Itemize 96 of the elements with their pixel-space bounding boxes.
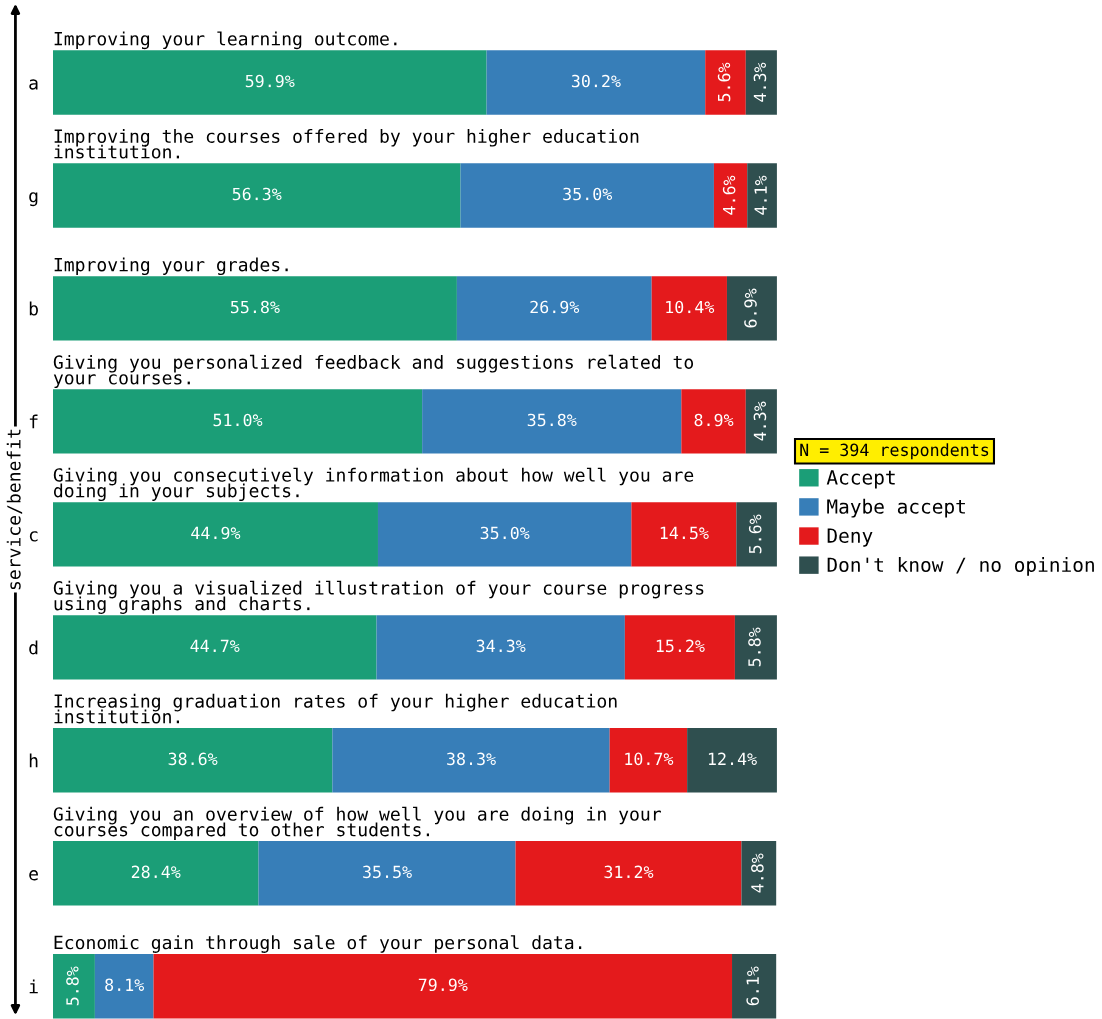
bar: [609, 728, 688, 793]
bar: [376, 615, 625, 680]
bar: [651, 276, 727, 341]
data-label: 28.4%: [131, 865, 181, 879]
legend-title: N = 394 respondents: [800, 443, 989, 460]
bar: [377, 502, 632, 567]
data-label: 4.3%: [753, 62, 767, 102]
bar: [736, 502, 777, 567]
bar: [52, 276, 457, 341]
data-label: 44.9%: [191, 526, 241, 540]
data-label: 10.4%: [666, 300, 715, 314]
data-label: 14.5%: [660, 526, 709, 540]
y-tick-label: a: [29, 79, 38, 90]
data-label: 56.3%: [232, 187, 282, 201]
bar: [745, 50, 777, 115]
bar: [705, 50, 746, 115]
bar: [52, 389, 423, 454]
bar: [52, 50, 487, 115]
data-label: 35.5%: [363, 865, 412, 879]
bar: [460, 163, 714, 228]
y-tick-label: d: [29, 640, 38, 655]
data-label: 10.7%: [625, 752, 674, 766]
annotation: Improving the courses offered by your higher education institution.: [54, 129, 639, 159]
bar: [687, 728, 777, 793]
y-tick-label: i: [29, 979, 38, 994]
data-label: 51.0%: [213, 413, 263, 427]
bar: [52, 502, 378, 567]
data-label: 15.2%: [656, 639, 705, 653]
bar: [52, 728, 333, 793]
bar: [631, 502, 737, 567]
data-label: 8.1%: [105, 978, 145, 992]
annotation: Giving you an overview of how well you are doing in your courses compared to other students.: [53, 806, 661, 840]
bar: [456, 276, 652, 341]
data-label: 12.4%: [708, 752, 757, 765]
bar: [153, 954, 733, 1019]
data-label: 30.2%: [571, 74, 621, 88]
data-label: 5.8%: [748, 627, 761, 667]
data-label: 8.9%: [694, 413, 734, 427]
y-tick-label: f: [29, 414, 38, 429]
bar: [422, 389, 682, 454]
data-label: 4.8%: [751, 853, 764, 893]
bar: [52, 841, 259, 906]
annotation: Giving you a visualized illustration of your course progress using graphs and charts.: [53, 580, 704, 614]
data-label: 5.6%: [748, 514, 762, 554]
data-label: 5.6%: [717, 62, 731, 102]
data-label: 35.0%: [480, 526, 530, 540]
data-label: 31.2%: [604, 865, 654, 879]
y-tick-label: e: [29, 870, 38, 881]
legend-label: Deny: [827, 528, 873, 547]
bar: [94, 954, 154, 1019]
bar: [681, 389, 746, 454]
legend-label: Accept: [826, 470, 895, 489]
bar: [52, 954, 95, 1019]
data-label: 44.7%: [190, 639, 240, 652]
y-tick-label: b: [29, 301, 38, 316]
bar: [726, 276, 777, 341]
legend-label: Maybe accept: [827, 498, 965, 518]
annotation: Improving your grades.: [54, 257, 288, 276]
data-label: 26.9%: [530, 300, 580, 314]
bar: [741, 841, 777, 906]
bar: [713, 163, 748, 228]
annotation: Giving you consecutively information about how well you are doing in your subjects.: [53, 467, 694, 502]
data-label: 34.3%: [476, 639, 526, 653]
data-label: 38.6%: [168, 752, 218, 766]
y-axis-title: service/benefit: [6, 429, 23, 590]
data-label: 55.8%: [230, 300, 280, 314]
data-label: 4.3%: [753, 401, 767, 441]
data-label: 35.8%: [527, 413, 577, 427]
data-label: 59.9%: [245, 74, 295, 88]
y-tick-label: c: [29, 531, 38, 542]
y-tick-label: g: [29, 192, 38, 207]
data-label: 4.1%: [754, 175, 767, 215]
legend-label: Don't know / no opinion: [827, 557, 1094, 576]
bar: [258, 841, 516, 906]
data-label: 38.3%: [447, 752, 496, 766]
data-label: 35.0%: [563, 187, 613, 201]
data-label: 6.9%: [744, 288, 757, 328]
y-tick-label: h: [29, 753, 38, 768]
bar: [515, 841, 742, 906]
annotation: Giving you personalized feedback and suggestions related to your courses.: [53, 354, 694, 389]
bar: [624, 615, 735, 680]
bar: [332, 728, 610, 793]
bar: [734, 615, 777, 680]
bar: [732, 954, 777, 1019]
data-label: 5.8%: [66, 966, 79, 1006]
bar: [745, 389, 777, 454]
annotation: Improving your learning outcome.: [54, 31, 397, 50]
bar: [747, 163, 777, 228]
data-label: 4.6%: [722, 175, 736, 215]
data-label: 79.9%: [418, 978, 468, 992]
bar: [486, 50, 706, 115]
annotation: Increasing graduation rates of your higher education institution.: [54, 693, 617, 724]
annotation: Economic gain through sale of your personal data.: [54, 935, 582, 953]
bar: [52, 615, 377, 680]
data-label: 6.1%: [746, 966, 759, 1006]
bar: [52, 163, 461, 228]
